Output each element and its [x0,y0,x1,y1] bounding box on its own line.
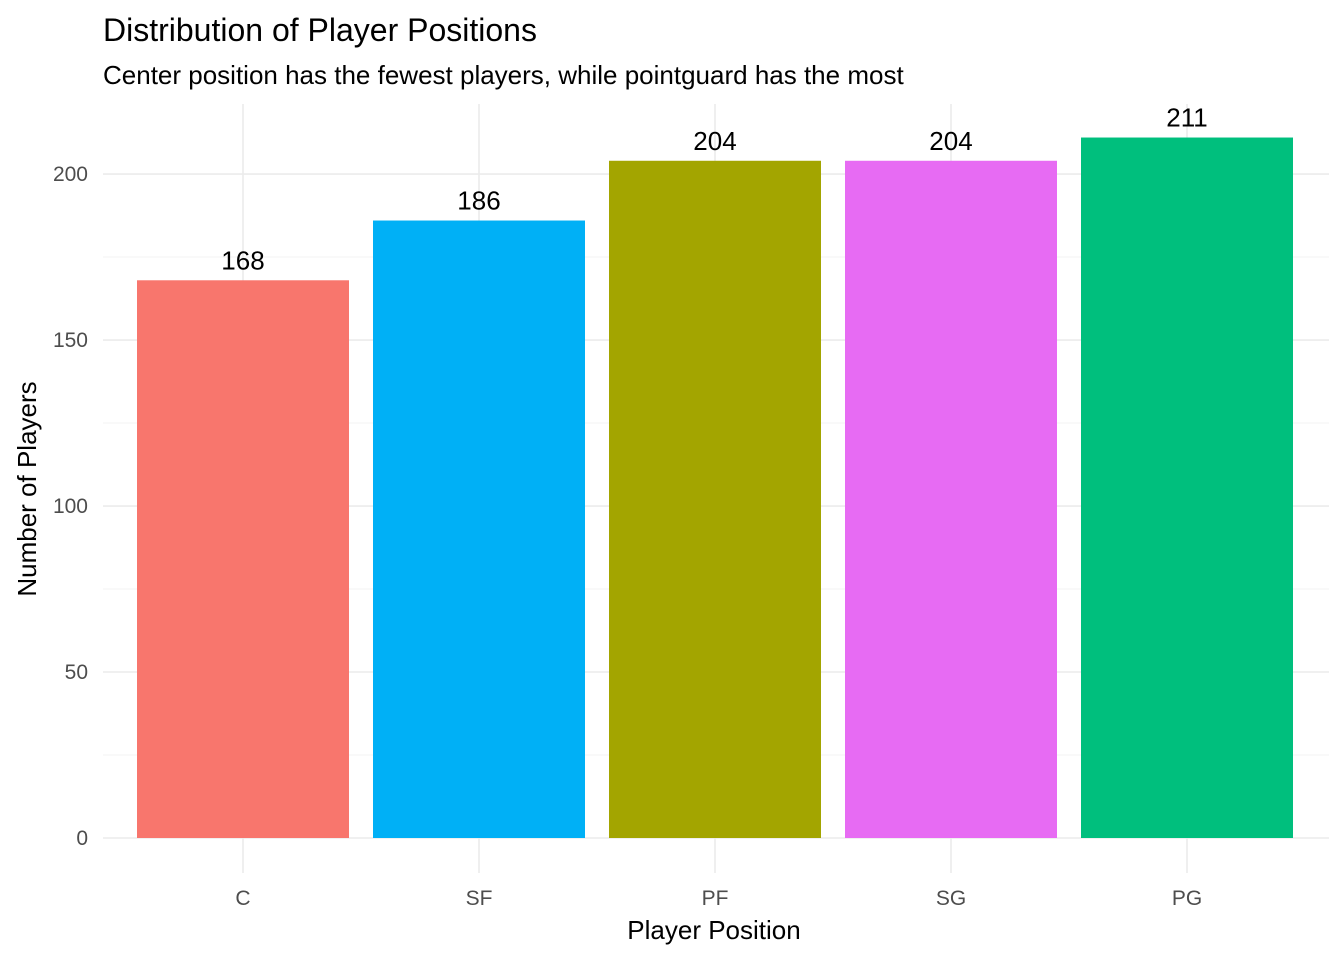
bar-sf [373,220,585,838]
bars [137,137,1293,839]
y-axis-title: Number of Players [12,381,42,596]
bar-pf [609,160,821,839]
bar-sg [845,160,1057,839]
data-label-pg: 211 [1166,103,1207,133]
x-axis-tick-labels: C SF PF SG PG [235,887,1202,910]
x-tick-label-sf: SF [466,887,493,910]
x-tick-label-c: C [235,887,250,910]
chart-title: Distribution of Player Positions [103,12,537,48]
bar-pg [1081,137,1293,839]
data-label-pf: 204 [693,126,736,156]
data-label-sf: 186 [457,186,500,216]
data-labels: 168 186 204 204 211 [221,103,1207,276]
data-label-c: 168 [221,245,264,275]
y-tick-label: 50 [65,661,88,684]
x-tick-label-sg: SG [936,887,966,910]
y-tick-label: 200 [53,163,88,186]
y-tick-label: 0 [76,827,88,850]
bar-c [137,280,349,838]
y-tick-label: 150 [53,329,88,352]
chart-subtitle: Center position has the fewest players, … [103,60,904,90]
y-tick-label: 100 [53,495,88,518]
x-tick-label-pg: PG [1172,887,1202,910]
x-axis-title: Player Position [627,915,800,945]
y-axis-tick-labels: 0 50 100 150 200 [53,163,88,850]
x-tick-label-pf: PF [702,887,729,910]
data-label-sg: 204 [929,126,972,156]
